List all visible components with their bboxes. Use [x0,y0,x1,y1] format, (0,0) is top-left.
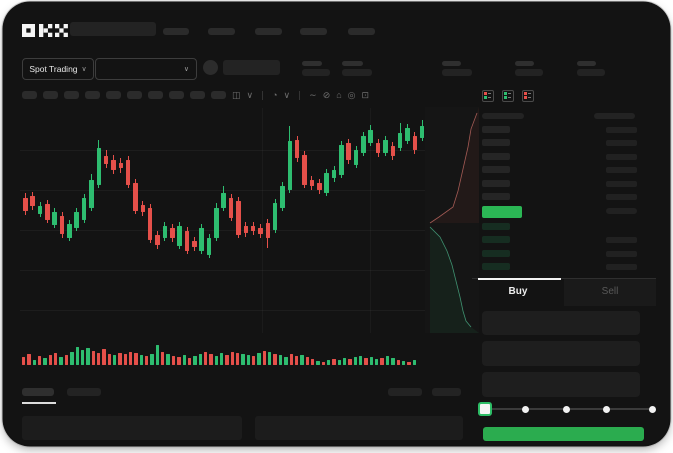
nav-item-skeleton[interactable] [163,28,189,35]
divider [299,90,301,100]
okx-logo [22,24,68,37]
interval-skeleton[interactable] [211,91,226,99]
bottom-action-skeleton[interactable] [388,388,422,396]
orderbook-row[interactable] [472,249,656,263]
slider-stop-dot[interactable] [563,405,570,413]
book-asks-icon[interactable] [522,90,534,102]
stat-value-skeleton [302,69,330,76]
nav-item-skeleton[interactable] [348,28,375,35]
stat-label-skeleton [442,61,461,66]
stat-label-skeleton [302,61,322,66]
pair-name-skeleton [223,60,280,75]
orders-panel-skeleton [22,416,242,440]
candle-style-icon[interactable]: ◫ [232,90,241,100]
chevron-down-icon[interactable]: ∨ [283,90,291,100]
orders-panel-skeleton [255,416,463,440]
settings-icon[interactable]: ◎ [347,90,356,100]
orderbook-row[interactable] [472,223,656,236]
bottom-tab-skeleton[interactable] [22,388,54,396]
market-type-selector[interactable]: Spot Trading ∨ [22,58,94,80]
app-window: Spot Trading ∨ ∨ ◫ ∨ ◔ ∨ ∼ ⊘ ⌂ ◎ ⊡ [4,3,669,445]
interval-skeleton[interactable] [43,91,58,99]
ob-header-amount-skeleton [594,113,635,119]
chevron-down-icon: ∨ [81,65,87,73]
camera-icon[interactable]: ⌂ [336,90,342,100]
trade-tabbar: Buy Sell [472,278,656,306]
tab-buy[interactable]: Buy [508,286,528,297]
chart-toolbar-icons: ◫ ∨ ◔ ∨ ∼ ⊘ ⌂ ◎ ⊡ [232,90,369,100]
slider-stop-dot[interactable] [522,405,529,413]
divider [262,90,264,100]
market-type-label: Spot Trading [29,64,78,74]
orderbook-view-toggles [482,90,534,102]
nav-item-skeleton[interactable] [255,28,282,35]
draw-tool-icon[interactable]: ⊘ [322,90,331,100]
interval-skeleton[interactable] [127,91,142,99]
orderbook-row[interactable] [472,126,656,139]
interval-skeleton[interactable] [169,91,184,99]
slider-stops [478,401,658,417]
orderbook-row[interactable] [472,193,656,206]
active-tab-indicator [478,278,561,280]
stat-value-skeleton [577,69,605,76]
pair-selector[interactable]: ∨ [95,58,197,80]
orderbook-row[interactable] [472,179,656,193]
orderbook-row[interactable] [472,263,656,276]
stat-value-skeleton [342,69,372,76]
stat-label-skeleton [342,61,363,66]
depth-chart [429,107,479,333]
order-amount-field[interactable] [482,341,640,366]
bottom-active-tab-indicator [22,402,56,404]
orderbook-row[interactable] [472,236,656,249]
stat-value-skeleton [442,69,472,76]
interval-skeleton[interactable] [85,91,100,99]
book-combined-icon[interactable] [482,90,494,102]
chevron-down-icon: ∨ [183,65,189,73]
orderbook-row[interactable] [472,152,656,166]
slider-stop-dot[interactable] [603,405,610,413]
order-price-field[interactable] [482,311,640,335]
stat-label-skeleton [577,61,596,66]
line-tool-icon[interactable]: ∼ [309,90,317,100]
ob-amount-skeleton [606,208,637,214]
bottom-action-skeleton[interactable] [432,388,461,396]
indicators-icon[interactable]: ◔ [272,90,278,100]
coin-avatar [203,60,218,75]
slider-stop-dot[interactable] [649,405,656,413]
interval-skeleton[interactable] [22,91,37,99]
interval-skeleton[interactable] [148,91,163,99]
order-total-field[interactable] [482,372,640,397]
nav-item-skeleton[interactable] [208,28,235,35]
stat-value-skeleton [515,69,543,76]
orderbook-panel [472,111,656,276]
search-skeleton[interactable] [70,22,156,36]
bottom-tab-skeleton[interactable] [67,388,101,396]
stat-label-skeleton [515,61,534,66]
slider-handle[interactable] [478,402,492,416]
buy-button[interactable] [483,427,644,441]
interval-skeleton[interactable] [190,91,205,99]
orderbook-row[interactable] [472,166,656,179]
fullscreen-icon[interactable]: ⊡ [361,90,370,100]
chevron-down-icon[interactable]: ∨ [246,90,254,100]
amount-slider[interactable] [478,401,658,417]
orderbook-row[interactable] [472,139,656,152]
depth-panel [425,107,479,333]
interval-skeleton[interactable] [106,91,121,99]
interval-skeleton[interactable] [64,91,79,99]
nav-item-skeleton[interactable] [300,28,327,35]
tab-sell[interactable]: Sell [564,279,656,306]
candlestick-chart [20,108,426,333]
volume-bars [20,341,420,365]
ob-header-price-skeleton [482,113,524,119]
chart-gridlines [20,108,426,333]
ob-last-price[interactable] [482,206,522,218]
book-bids-icon[interactable] [502,90,514,102]
